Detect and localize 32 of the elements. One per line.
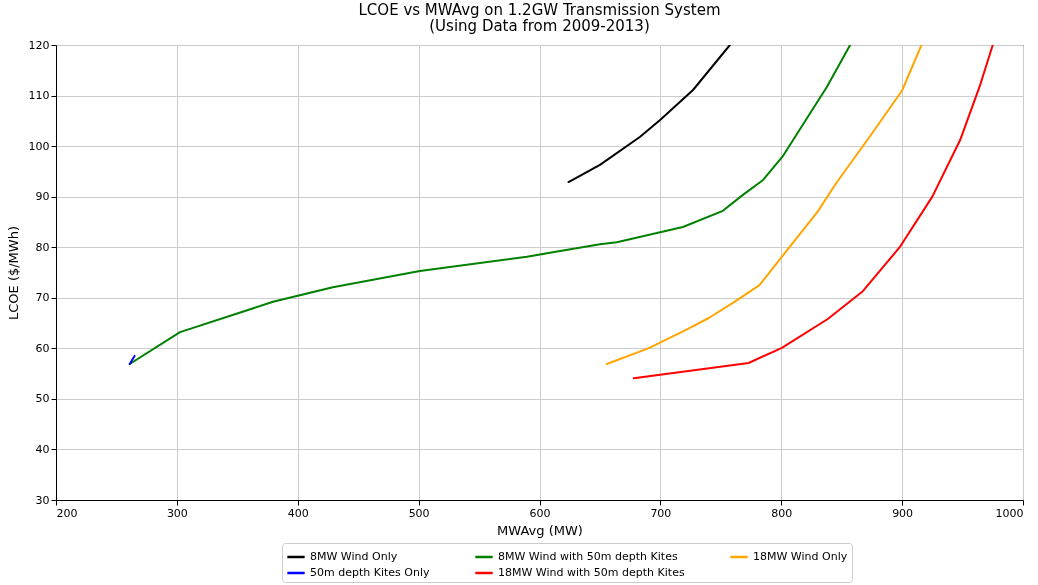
line-series bbox=[605, 45, 923, 366]
y-tick-label: 70 bbox=[35, 291, 50, 305]
y-axis-title: LCOE ($/MWh) bbox=[5, 225, 21, 321]
chart-title: LCOE vs MWAvg on 1.2GW Transmission System bbox=[358, 1, 721, 19]
y-tick-label: 90 bbox=[35, 190, 50, 204]
x-tick-label: 1000 bbox=[995, 506, 1024, 520]
legend-label: 18MW Wind with 50m depth Kites bbox=[498, 566, 685, 579]
y-tick-label: 80 bbox=[35, 240, 50, 254]
y-tick-label: 100 bbox=[28, 139, 50, 153]
y-tick-label: 110 bbox=[28, 89, 50, 103]
x-tick-label: 300 bbox=[166, 506, 188, 520]
x-tick-label: 500 bbox=[408, 506, 430, 520]
y-tick-label: 30 bbox=[35, 493, 50, 507]
line-series bbox=[128, 45, 852, 366]
x-tick-label: 200 bbox=[56, 506, 78, 520]
legend-label: 8MW Wind Only bbox=[310, 550, 398, 563]
y-tick-label: 120 bbox=[28, 38, 50, 52]
chart-subtitle: (Using Data from 2009-2013) bbox=[429, 17, 650, 35]
y-tick-label: 50 bbox=[35, 392, 50, 406]
line-series bbox=[632, 45, 994, 380]
x-tick-label: 400 bbox=[287, 506, 309, 520]
x-axis-title: MWAvg (MW) bbox=[497, 522, 583, 538]
line-series bbox=[567, 45, 731, 184]
y-tick-label: 60 bbox=[35, 341, 50, 355]
y-tick-label: 40 bbox=[35, 442, 50, 456]
x-tick-label: 800 bbox=[771, 506, 793, 520]
legend-label: 18MW Wind Only bbox=[753, 550, 848, 563]
x-tick-label: 900 bbox=[892, 506, 914, 520]
legend-label: 50m depth Kites Only bbox=[310, 566, 430, 579]
x-tick-label: 700 bbox=[650, 506, 672, 520]
x-tick-label: 600 bbox=[529, 506, 551, 520]
legend-label: 8MW Wind with 50m depth Kites bbox=[498, 550, 678, 563]
